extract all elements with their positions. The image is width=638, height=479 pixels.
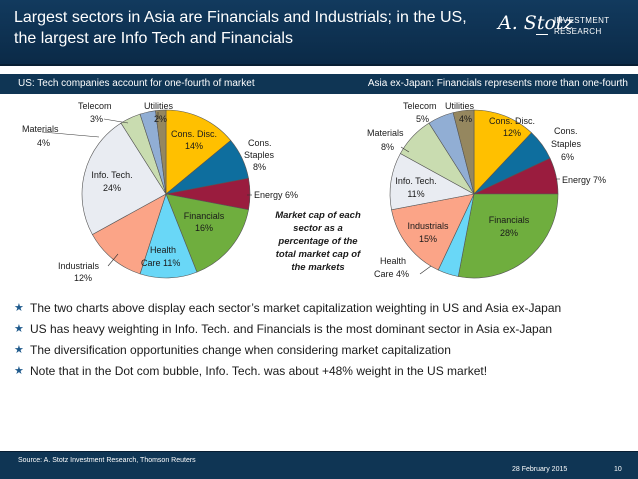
- us-slice-financials: [165, 193, 249, 273]
- logo-text: INVESTMENT RESEARCH: [554, 15, 610, 37]
- logo-script: A. Stotz: [498, 12, 574, 34]
- us-value-telecom: 3%: [90, 114, 103, 124]
- asia-value-industrials: 15%: [419, 234, 437, 244]
- bullet-text: US has heavy weighting in Info. Tech. an…: [30, 322, 553, 336]
- asia-slice-utilities: [452, 109, 475, 195]
- us-label-industrials: Industrials: [58, 261, 100, 271]
- asia-slice-financials: [457, 193, 559, 279]
- asia-value-materials: 8%: [381, 142, 394, 152]
- us-label-materials: Materials: [22, 124, 59, 134]
- center-note-line-5: the markets: [291, 262, 344, 273]
- us-telecom-leader: [103, 118, 129, 124]
- bullet-text: The two charts above display each sector…: [30, 301, 562, 315]
- us-slice-industrials: [91, 193, 167, 275]
- asia-slice-industrials: [391, 193, 475, 271]
- us-value-industrials: 12%: [74, 273, 92, 283]
- sector-pie-charts: Cons. Disc. 14% Cons. Staples 8% Energy …: [22, 101, 606, 283]
- company-logo: A. Stotz INVESTMENT RESEARCH: [496, 12, 632, 52]
- footer-date: 28 February 2015: [512, 466, 568, 473]
- star-bullet-icon: ★: [14, 302, 24, 314]
- asia-label-industrials: Industrials: [407, 221, 449, 231]
- us-slice-utilities: [155, 109, 167, 195]
- us-materials-leader: [41, 131, 100, 138]
- footer-bar: Source: A. Stotz Investment Research, Th…: [0, 451, 638, 479]
- us-label-energy: Energy 6%: [254, 190, 298, 200]
- asia-value-financials: 28%: [500, 228, 518, 238]
- asia-slice-cons-disc: [473, 109, 532, 195]
- us-industrials-leader: [107, 253, 119, 267]
- logo-divider: [536, 34, 548, 35]
- chart-titles-bar: US: Tech companies account for one-fourt…: [0, 74, 638, 94]
- asia-label-health-care-1: Health: [380, 256, 406, 266]
- us-value-cons-staples: 8%: [253, 162, 266, 172]
- header-bar: Largest sectors in Asia are Financials a…: [0, 0, 638, 66]
- asia-value-cons-staples: 6%: [561, 152, 574, 162]
- logo-line-2: RESEARCH: [554, 27, 602, 36]
- star-bullet-icon: ★: [14, 344, 24, 356]
- asia-label-financials: Financials: [489, 215, 530, 225]
- asia-value-info-tech: 11%: [407, 189, 424, 199]
- us-slice-cons-disc: [165, 109, 232, 195]
- us-label-health-care-1: Health: [150, 245, 176, 255]
- bullet-item: ★ The diversification opportunities chang…: [14, 340, 634, 361]
- bullet-item: ★ The two charts above display each secto…: [14, 298, 634, 319]
- center-note-line-3: percentage of the: [277, 236, 358, 247]
- asia-label-health-care-2: Care 4%: [374, 269, 409, 279]
- center-note-line-2: sector as a: [293, 223, 343, 234]
- us-label-financials: Financials: [184, 211, 225, 221]
- logo-line-1: INVESTMENT: [554, 16, 610, 25]
- us-label-cons-disc: Cons. Disc.: [171, 129, 217, 139]
- asia-label-telecom: Telecom: [403, 101, 437, 111]
- bullet-item: ★ Note that in the Dot com bubble, Info. …: [14, 361, 634, 382]
- us-label-utilities: Utilities: [144, 101, 174, 111]
- us-value-info-tech: 24%: [103, 183, 121, 193]
- us-pie-chart: [81, 109, 251, 279]
- asia-label-cons-disc: Cons. Disc.: [489, 116, 535, 126]
- center-note-line-4: total market cap of: [276, 249, 361, 260]
- asia-pie-chart: [389, 109, 559, 279]
- us-value-utilities: 2%: [154, 114, 167, 124]
- bullet-list: ★ The two charts above display each secto…: [14, 298, 634, 382]
- asia-health-care-leader: [419, 265, 432, 275]
- us-value-materials: 4%: [37, 138, 50, 148]
- us-label-cons-staples-2: Staples: [244, 150, 275, 160]
- asia-value-telecom: 5%: [416, 114, 429, 124]
- source-note: Source: A. Stotz Investment Research, Th…: [18, 457, 196, 464]
- bullet-text: The diversification opportunities change…: [30, 343, 451, 357]
- us-label-health-care-2: Care 11%: [141, 258, 180, 268]
- asia-label-cons-staples-1: Cons.: [554, 126, 578, 136]
- us-chart-title: US: Tech companies account for one-fourt…: [18, 78, 255, 89]
- star-bullet-icon: ★: [14, 323, 24, 335]
- asia-label-materials: Materials: [367, 128, 404, 138]
- asia-label-energy: Energy 7%: [562, 175, 606, 185]
- asia-value-utilities: 4%: [459, 114, 472, 124]
- bullet-item: ★ US has heavy weighting in Info. Tech. a…: [14, 319, 634, 340]
- us-value-financials: 16%: [195, 223, 213, 233]
- asia-chart-title: Asia ex-Japan: Financials represents mor…: [367, 78, 628, 89]
- asia-label-cons-staples-2: Staples: [551, 139, 582, 149]
- asia-label-info-tech: Info. Tech.: [395, 176, 436, 186]
- center-note-line-1: Market cap of each: [275, 210, 361, 221]
- page-number: 10: [614, 466, 622, 473]
- us-label-cons-staples-1: Cons.: [248, 138, 272, 148]
- asia-label-utilities: Utilities: [445, 101, 475, 111]
- page-title: Largest sectors in Asia are Financials a…: [14, 9, 467, 47]
- us-label-telecom: Telecom: [78, 101, 112, 111]
- asia-value-cons-disc: 12%: [503, 128, 521, 138]
- asia-materials-leader: [400, 146, 410, 153]
- us-slice-info-tech: [81, 122, 167, 235]
- us-label-info-tech: Info. Tech.: [91, 170, 132, 180]
- star-bullet-icon: ★: [14, 365, 24, 377]
- bullet-text: Note that in the Dot com bubble, Info. T…: [30, 364, 488, 378]
- us-value-cons-disc: 14%: [185, 141, 203, 151]
